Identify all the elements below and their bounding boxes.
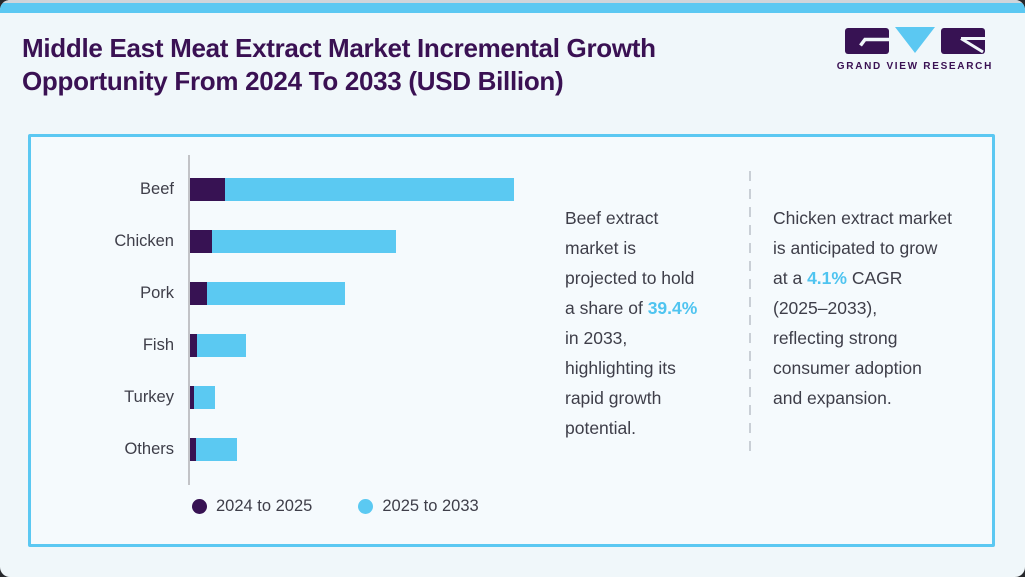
bar-group [190,437,514,461]
insight-text: rapid growth [565,388,662,408]
insight-line: (2025–2033), [773,293,983,323]
chart-panel: Beef Chicken Pork Fish Turkey Others 2024 to … [28,134,995,547]
insight-text: in 2033, [565,328,628,348]
bar-segment-2025-to-2033 [224,177,514,201]
legend-dot [192,499,207,514]
bar-segment-2024-to-2025 [190,385,194,409]
brand-name: GRAND VIEW RESEARCH [836,61,993,72]
bar-segment-2025-to-2033 [196,437,238,461]
category-label: Beef [140,179,174,198]
highlight-value: 39.4% [647,298,698,318]
dashed-divider [749,171,751,458]
bar-segment-2024-to-2025 [190,229,213,253]
insight-line: and expansion. [773,383,983,413]
insight-text: highlighting its [565,358,676,378]
highlight-value: 4.1% [807,268,847,288]
legend-item: 2024 to 2025 [192,497,312,516]
insight-beef: Beef extract market is projected to hold a … [565,137,733,443]
insight-line: rapid growth [565,383,733,413]
bar-segment-2024-to-2025 [190,437,197,461]
plot-area: Beef Chicken Pork Fish Turkey Others [31,151,543,485]
legend-item: 2025 to 2033 [358,497,479,516]
bar-group [190,333,514,357]
category-label: Turkey [124,387,174,406]
bar-group [190,281,514,305]
chart-row: Others [31,423,543,475]
brand-logo: GRAND VIEW RESEARCH [837,26,993,72]
insight-line: in 2033, [565,323,733,353]
bar-segment-2024-to-2025 [190,333,198,357]
insight-line: Chicken extract market [773,203,983,233]
chart-row: Beef [31,163,543,215]
insight-line: consumer adoption [773,353,983,383]
insight-line: projected to hold [565,263,733,293]
insight-text: (2025–2033), [773,298,878,318]
legend-label: 2025 to 2033 [382,497,479,515]
y-axis-line [188,155,190,485]
chart-row: Fish [31,319,543,371]
insight-text: reflecting strong [773,328,898,348]
insight-line: Beef extract [565,203,733,233]
insight-text: and expansion. [773,388,892,408]
chart-row: Turkey [31,371,543,423]
category-label: Others [124,439,174,458]
bar-group [190,229,514,253]
insight-line: potential. [565,413,733,443]
bar-segment-2025-to-2033 [197,333,247,357]
header: Middle East Meat Extract Market Incremen… [0,13,1025,98]
insight-text: projected to hold [565,268,695,288]
page-title: Middle East Meat Extract Market Incremen… [22,33,656,96]
bar-group [190,177,514,201]
insight-text: market is [565,238,636,258]
insight-text: is anticipated to grow [773,238,938,258]
bar-segment-2025-to-2033 [207,281,345,305]
chart-rows: Beef Chicken Pork Fish Turkey Others [31,151,543,475]
insight-line: is anticipated to grow [773,233,983,263]
legend-label: 2024 to 2025 [216,497,313,515]
accent-bar [0,3,1025,13]
category-label: Fish [142,335,174,354]
insight-line: market is [565,233,733,263]
insight-text: Chicken extract market [773,208,952,228]
insight-text: potential. [565,418,637,438]
category-label: Chicken [114,231,174,250]
insight-line: reflecting strong [773,323,983,353]
bar-segment-2025-to-2033 [193,385,215,409]
insight-text: consumer adoption [773,358,922,378]
bar-segment-2024-to-2025 [190,177,225,201]
insight-text: Beef extract [565,208,659,228]
insight-text: at a [773,268,808,288]
category-label: Pork [140,283,174,302]
bar-group [190,385,514,409]
chart-row: Pork [31,267,543,319]
insight-line: a share of 39.4% [565,293,733,323]
insight-text: CAGR [846,268,903,288]
chart-area: Beef Chicken Pork Fish Turkey Others 2024 to … [31,137,543,516]
bar-segment-2024-to-2025 [190,281,208,305]
insight-chicken: Chicken extract market is anticipated to … [773,137,983,413]
insight-line: highlighting its [565,353,733,383]
top-edge-strip [0,0,1025,3]
insight-text: a share of [565,298,648,318]
chart-row: Chicken [31,215,543,267]
insight-line: at a 4.1% CAGR [773,263,983,293]
legend-dot [358,499,374,514]
bar-segment-2025-to-2033 [212,229,396,253]
chart-legend: 2024 to 2025 2025 to 2033 [192,497,543,516]
gvr-logo-icon [844,27,985,54]
